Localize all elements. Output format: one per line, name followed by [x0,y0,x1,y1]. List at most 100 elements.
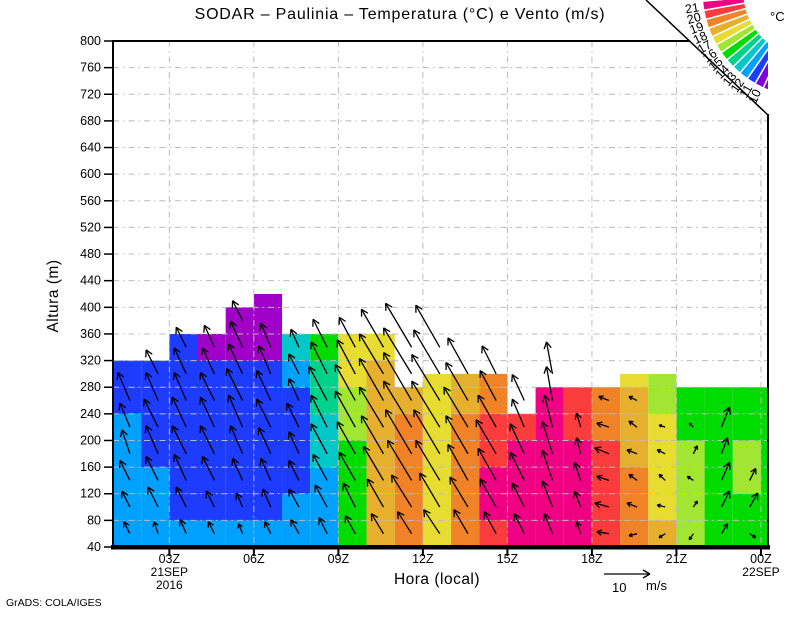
wind-arrow [628,532,638,538]
wind-arrow [261,488,272,508]
y-tick-label: 440 [80,274,101,288]
wind-arrow [286,402,300,428]
temp-cell [507,520,536,547]
y-tick-label: 640 [80,141,101,155]
temp-cell [648,440,677,468]
wind-arrow [596,421,610,428]
temp-cell [535,493,564,521]
wind-arrow [540,449,554,481]
wind-arrow [358,333,385,375]
wind-arrow [720,490,731,508]
temp-cell [648,373,677,388]
wind-arrow [384,302,413,348]
legend-level-label: 16 [700,46,719,65]
x-tick-label: 09Z [328,552,350,566]
temp-cell [282,333,311,361]
wind-arrow [749,467,757,481]
wind-arrow [227,343,244,375]
temp-cell [760,520,768,547]
temp-cell [648,413,677,441]
y-tick-label: 200 [80,433,101,447]
wind-arrow [449,476,469,508]
temp-cell [310,493,339,521]
temp-cell [366,520,395,547]
wind-arrow [171,425,187,455]
wind-arrow [255,398,272,428]
legend-level-label: 17 [695,37,714,56]
wind-arrow [540,421,554,454]
wind-arrow [143,398,159,428]
temp-cell [451,413,480,441]
temp-cell [507,493,536,521]
temp-cell [760,493,768,521]
wind-arrow [443,386,469,428]
temp-cell [732,387,761,414]
wind-arrow [411,380,441,428]
wind-arrow [626,501,638,508]
temp-cell [591,413,621,441]
wind-arrow [310,341,328,375]
wind-arrow [362,445,385,481]
wind-arrow [255,370,272,401]
temp-cell [282,493,311,521]
wind-arrow [287,378,300,401]
temp-cell [479,467,508,494]
temp-cell [141,467,170,494]
wind-arrow [334,363,356,401]
temp-cell [225,440,254,468]
x-tick-label: 00Z [750,552,772,566]
wind-arrow [119,429,131,454]
temp-cell [451,373,480,388]
wind-arrow [686,475,694,481]
wind-arrow [720,437,730,455]
temp-cell [704,493,733,521]
temp-cell [620,387,649,414]
temp-cell [197,333,226,361]
x-tick-date-label: 2016 [156,578,183,592]
wind-arrow [360,308,385,348]
wind-arrow [384,409,413,455]
wind-arrow [358,386,385,428]
wind-arrow [312,318,328,348]
temp-cell [253,467,283,494]
legend-level-label: 11 [737,82,756,100]
wind-arrow [144,425,159,455]
temp-cell [338,493,367,521]
temp-cell [676,387,705,414]
legend-level-label: 12 [728,76,747,95]
wind-arrow [543,366,554,401]
temp-cell [704,467,733,494]
wind-arrows [116,300,759,541]
wind-arrow [445,361,469,401]
temp-cell [535,520,564,547]
temp-cell [394,467,423,494]
y-tick-label: 760 [80,61,101,75]
temp-cell [760,440,768,468]
temp-cell [169,467,198,494]
wind-arrow [199,396,216,428]
y-tick-label: 240 [80,407,101,421]
temp-cell [394,520,423,547]
wind-arrow [382,351,413,401]
x-tick-label: 03Z [159,552,181,566]
temp-cell [648,387,677,414]
temp-cell [648,520,677,547]
wind-arrow [229,320,244,348]
temp-cell [676,520,705,547]
wind-arrow [688,422,694,428]
temp-cell [113,520,142,547]
temp-cell [704,413,733,441]
y-tick-label: 680 [80,114,101,128]
temp-cell [113,387,142,414]
temp-cell [197,467,226,494]
wind-arrow [358,357,385,401]
wind-reference-unit: m/s [646,578,667,593]
y-tick-label: 360 [80,327,101,341]
wind-arrow [207,521,216,534]
wind-arrow [445,415,469,455]
temp-cell [169,493,198,521]
temp-cell [310,387,339,414]
wind-arrow [475,419,497,455]
